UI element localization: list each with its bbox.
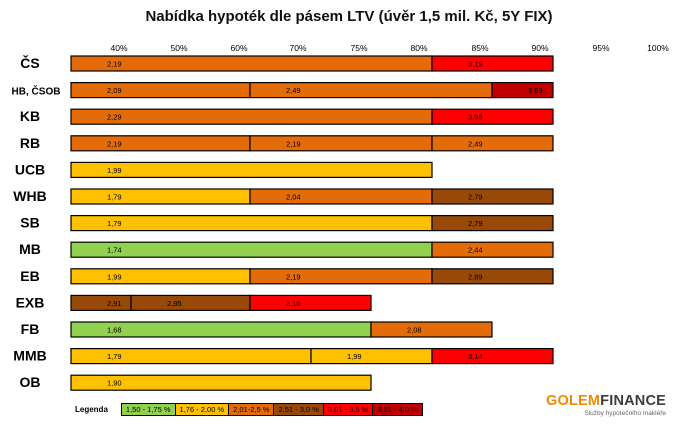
bar-segment <box>431 188 554 205</box>
bar-value-label: 1,99 <box>347 352 362 361</box>
x-tick-label: 70% <box>289 43 306 53</box>
bar-value-label: 1,79 <box>107 219 122 228</box>
bar-segment <box>70 81 251 99</box>
chart-title: Nabídka hypoték dle pásem LTV (úvěr 1,5 … <box>145 8 553 25</box>
bar-value-label: 2,91 <box>107 299 122 308</box>
bar-value-label: 1,90 <box>107 379 122 388</box>
x-tick-label: 75% <box>350 43 367 53</box>
x-tick-label: 85% <box>471 43 488 53</box>
bar-value-label: 2,44 <box>468 246 483 255</box>
brand-tagline: Služby hypotečního makléře <box>584 410 667 417</box>
x-tick-label: 80% <box>410 43 427 53</box>
bank-label: EB <box>20 268 39 284</box>
bar-value-label: 2,09 <box>107 86 122 95</box>
brand-name-golem: GOLEM <box>546 393 601 409</box>
bar-segment <box>70 135 251 152</box>
bar-value-label: 2,19 <box>107 60 122 69</box>
legend-item-4: 2,51 - 3,0 % <box>273 402 324 416</box>
brand-name: GOLEMFINANCE <box>546 393 666 409</box>
bar-segment <box>249 188 433 205</box>
bank-label: MB <box>19 241 41 257</box>
x-tick-label: 50% <box>170 43 187 53</box>
x-tick-label: 60% <box>230 43 247 53</box>
legend: Legenda 1,50 - 1,75 % 1,76 - 2,00 % 2,01… <box>75 402 423 416</box>
bar-segment <box>70 268 251 285</box>
bar-segment <box>431 55 554 72</box>
bar-segment <box>249 268 433 285</box>
bar-segment <box>431 135 554 152</box>
bar-value-label: 3,10 <box>286 299 301 308</box>
bar-value-label: 1,79 <box>107 193 122 202</box>
bank-label: KB <box>20 108 40 124</box>
bar-value-label: 2,79 <box>468 219 483 228</box>
legend-item-3: 2,01-2,5 % <box>228 402 275 416</box>
bar-segment <box>370 321 493 338</box>
bar-segment <box>431 348 554 365</box>
bank-label: EXB <box>16 294 45 310</box>
bank-label: SB <box>20 215 39 231</box>
bar-value-label: 2,19 <box>286 272 301 281</box>
bar-value-label: 2,19 <box>107 139 122 148</box>
bar-segment <box>70 161 433 178</box>
bar-segment <box>431 108 554 125</box>
bar-value-label: 2,89 <box>468 272 483 281</box>
bar-segment <box>431 268 554 285</box>
bank-label: WHB <box>13 188 46 204</box>
bank-label: UCB <box>15 161 45 177</box>
legend-item-5: 3,01 - 3,5 % <box>322 402 374 416</box>
bar-value-label: 2,49 <box>286 86 301 95</box>
bar-value-label: 1,74 <box>107 246 122 255</box>
bar-segment <box>70 241 433 258</box>
bar-segment <box>431 215 554 232</box>
bar-value-label: 1,79 <box>107 352 122 361</box>
x-tick-label: 100% <box>647 43 669 53</box>
bar-value-label: 2,04 <box>286 193 301 202</box>
bar-value-label: 2,08 <box>407 326 422 335</box>
bar-segment <box>70 294 132 311</box>
bank-label: MMB <box>13 348 46 364</box>
x-tick-label: 95% <box>592 43 609 53</box>
bar-segment <box>70 108 433 125</box>
bar-segment <box>130 294 251 311</box>
bar-segment <box>70 215 433 232</box>
legend-item-2: 1,76 - 2,00 % <box>174 402 230 416</box>
x-tick-label: 90% <box>531 43 548 53</box>
bar-value-label: 3,14 <box>468 352 483 361</box>
bar-segment <box>70 374 372 391</box>
brand-name-finance: FINANCE <box>600 393 667 409</box>
bar-value-label: 3,95 <box>468 113 483 122</box>
bar-value-label: 2,49 <box>468 139 483 148</box>
bar-segment <box>70 188 251 205</box>
bar-value-label: 2,19 <box>286 139 301 148</box>
bar-value-label: 1,99 <box>107 166 122 175</box>
bar-segment <box>70 55 433 72</box>
bar-segment <box>491 81 554 99</box>
bar-value-label: 2,95 <box>167 299 182 308</box>
bar-value-label: 3,69 <box>528 86 543 95</box>
bank-label: HB, ČSOB <box>12 85 61 98</box>
bar-segment <box>310 348 433 365</box>
x-tick-label: 40% <box>110 43 127 53</box>
legend-item-1: 1,50 - 1,75 % <box>120 402 176 416</box>
bar-value-label: 2,79 <box>468 193 483 202</box>
bar-segment <box>249 294 372 311</box>
bar-segment <box>249 135 433 152</box>
bank-label: OB <box>20 374 41 390</box>
bank-label: ČS <box>20 54 39 71</box>
legend-item-6: 3,51 - 4,0 % <box>372 402 423 416</box>
bar-value-label: 1,68 <box>107 326 122 335</box>
legend-label: Legenda <box>75 404 108 414</box>
bank-label: FB <box>21 321 40 337</box>
bank-label: RB <box>20 135 40 151</box>
brand-logo: GOLEMFINANCE Služby hypotečního makléře <box>546 393 666 417</box>
bar-value-label: 1,99 <box>107 272 122 281</box>
bar-value-label: 2,29 <box>107 113 122 122</box>
bar-value-label: 3,19 <box>468 60 483 69</box>
bar-segment <box>431 241 554 258</box>
